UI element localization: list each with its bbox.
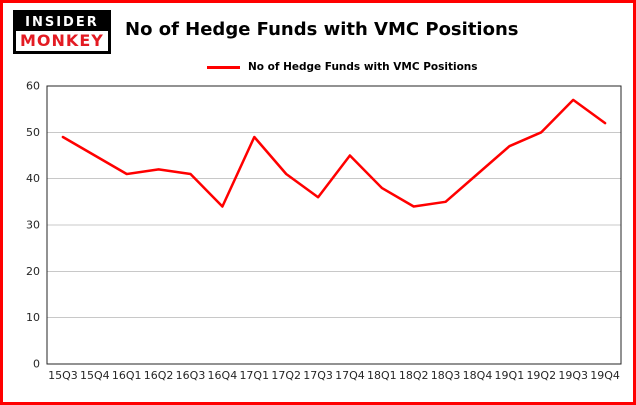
x-tick-label: 18Q3 [431,369,461,382]
series-line [61,98,607,208]
y-tick-label: 40 [26,172,40,185]
y-tick-label: 0 [33,358,40,371]
y-tick-label: 20 [26,265,40,278]
x-tick-label: 19Q3 [558,369,588,382]
x-tick-label: 17Q4 [335,369,365,382]
legend-label: No of Hedge Funds with VMC Positions [248,61,478,73]
x-tick-label: 15Q4 [80,369,110,382]
x-tick-label: 16Q4 [208,369,238,382]
x-tick-label: 16Q2 [144,369,174,382]
x-tick-label: 17Q3 [303,369,333,382]
y-tick-label: 30 [26,219,40,232]
x-tick-label: 19Q1 [495,369,525,382]
chart-title: No of Hedge Funds with VMC Positions [125,19,519,40]
x-tick-label: 16Q1 [112,369,142,382]
logo-monkey-text: MONKEY [16,31,108,51]
y-tick-label: 10 [26,311,40,324]
x-tick-label: 17Q1 [239,369,269,382]
logo-insider-text: INSIDER [16,13,108,31]
y-tick-label: 60 [26,80,40,93]
x-tick-label: 19Q4 [590,369,620,382]
x-tick-label: 16Q3 [176,369,206,382]
legend: No of Hedge Funds with VMC Positions [203,59,482,75]
x-tick-label: 19Q2 [526,369,556,382]
legend-line-swatch [207,65,240,69]
x-tick-label: 15Q3 [48,369,78,382]
x-tick-label: 18Q2 [399,369,429,382]
x-tick-label: 17Q2 [271,369,301,382]
x-tick-label: 18Q4 [463,369,493,382]
plot-frame [46,85,622,365]
y-tick-label: 50 [26,126,40,139]
x-tick-label: 18Q1 [367,369,397,382]
insider-monkey-logo: INSIDER MONKEY [13,10,111,54]
